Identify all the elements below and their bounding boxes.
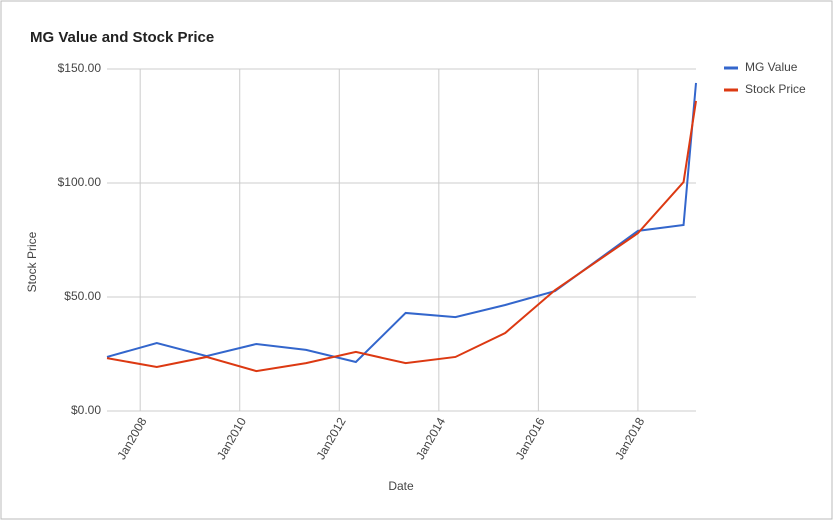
y-tick-label: $100.00	[58, 175, 102, 189]
y-tick-label: $150.00	[58, 61, 102, 75]
y-tick-label: $50.00	[64, 289, 101, 303]
y-axis-title: Stock Price	[25, 231, 39, 292]
legend-label: Stock Price	[745, 82, 806, 96]
legend-label: MG Value	[745, 60, 798, 74]
x-axis-title: Date	[388, 479, 414, 493]
series-line	[106, 100, 697, 373]
y-tick-label: $0.00	[71, 403, 101, 417]
chart-title: MG Value and Stock Price	[30, 29, 214, 46]
